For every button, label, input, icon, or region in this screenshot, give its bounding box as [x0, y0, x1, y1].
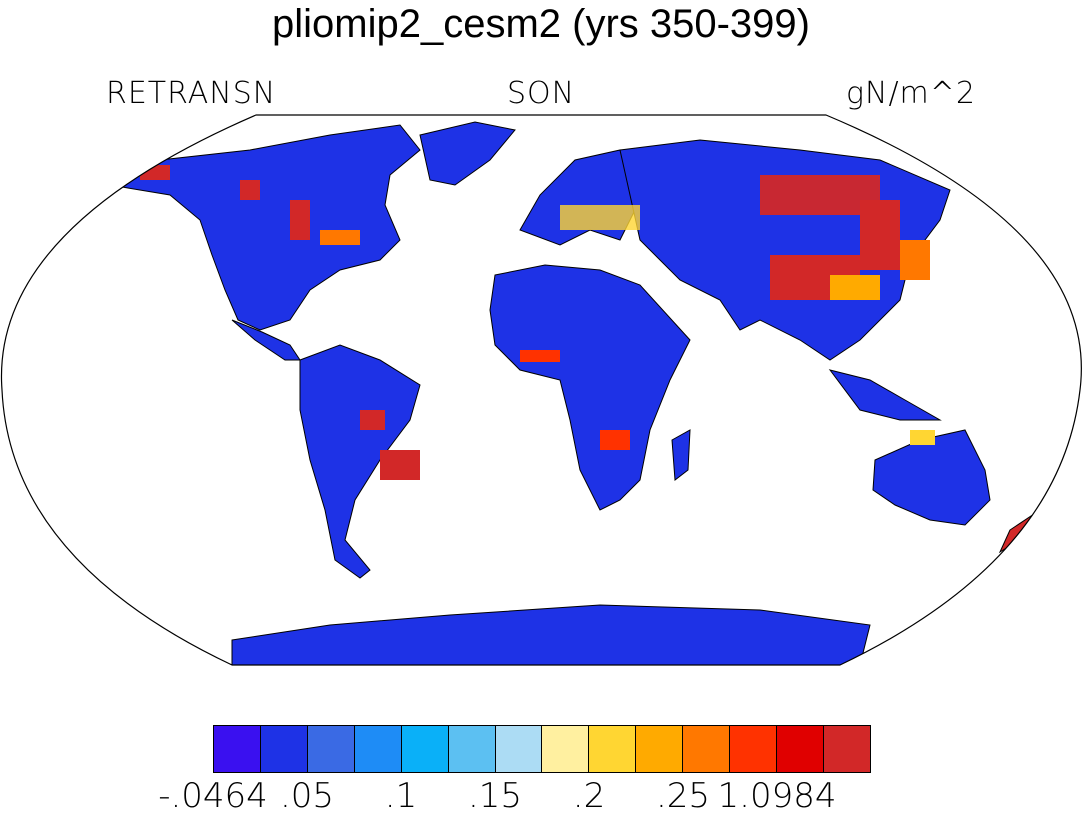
chart-title: pliomip2_cesm2 (yrs 350-399) — [271, 2, 810, 46]
colorbar-tick-label: -.0464 — [158, 776, 268, 816]
colorbar-cell — [354, 726, 402, 772]
colorbar-cell — [542, 726, 590, 772]
antarctica — [231, 604, 871, 665]
colorbar-cell — [260, 726, 308, 772]
colorbar-tick-label: .1 — [384, 776, 418, 816]
variable-label: RETRANSN — [106, 76, 277, 111]
colorbar-cell — [448, 726, 496, 772]
north-america — [108, 124, 421, 331]
europe — [519, 149, 641, 246]
colorbar-tick-label: .2 — [572, 776, 606, 816]
australia — [872, 429, 991, 526]
world-map — [0, 114, 1082, 666]
season-label: SON — [506, 76, 576, 111]
colorbar-cell — [401, 726, 449, 772]
colorbar-tick-label: .05 — [279, 776, 335, 816]
units-label: gN/m^2 — [846, 76, 976, 111]
colorbar-cell — [214, 726, 261, 772]
colorbar-cell — [730, 726, 778, 772]
colorbar-cell — [307, 726, 355, 772]
colorbar-cell — [495, 726, 543, 772]
south-america — [299, 344, 421, 579]
colorbar-tick-label: .15 — [467, 776, 523, 816]
colorbar-cell — [823, 726, 870, 772]
africa — [489, 264, 691, 511]
colorbar-cell — [589, 726, 637, 772]
colorbar-cell — [777, 726, 824, 772]
colorbar — [213, 725, 871, 773]
greenland — [419, 121, 516, 186]
madagascar — [671, 429, 691, 481]
colorbar-cell — [636, 726, 684, 772]
map-boundary — [0, 114, 1082, 666]
colorbar-cell — [683, 726, 731, 772]
colorbar-tick-label: .25 — [655, 776, 711, 816]
colorbar-tick-label: 1.0984 — [717, 776, 837, 816]
indonesia — [828, 369, 942, 421]
